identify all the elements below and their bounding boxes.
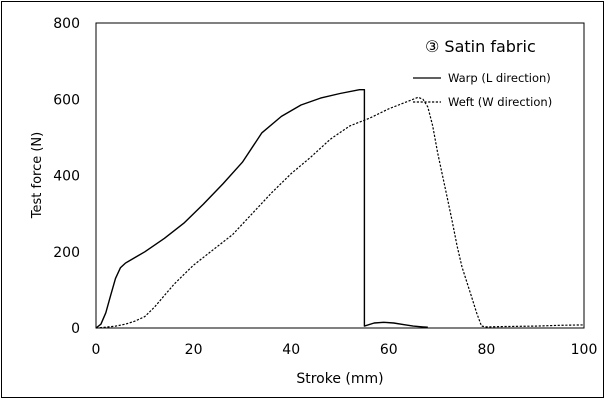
x-tick-label: 80 [477,342,495,358]
x-axis-ticks: 0 20 40 60 80 100 [92,342,598,358]
x-axis-label: Stroke (mm) [296,371,383,387]
plot-area [95,22,585,329]
x-tick-label: 100 [571,342,598,358]
y-axis-ticks: 0 200 400 600 800 [53,16,80,337]
series-line-warp [95,88,428,329]
y-tick-label: 600 [53,92,80,108]
y-tick-label: 0 [71,321,80,337]
y-tick-label: 200 [53,245,80,261]
chart-title: ③ Satin fabric [425,37,536,56]
series-group [95,88,585,329]
x-tick-label: 0 [92,342,101,358]
legend: Warp (L direction) Weft (W direction) [413,71,552,109]
y-tick-label: 400 [53,169,80,185]
x-tick-label: 60 [380,342,398,358]
y-axis-label: Test force (N) [30,132,45,219]
x-tick-label: 20 [185,342,203,358]
legend-label-warp: Warp (L direction) [448,71,551,85]
series-line-weft [95,96,585,329]
plot-border [95,22,585,329]
legend-label-weft: Weft (W direction) [448,95,552,109]
x-tick-label: 40 [282,342,300,358]
y-tick-label: 800 [53,16,80,32]
